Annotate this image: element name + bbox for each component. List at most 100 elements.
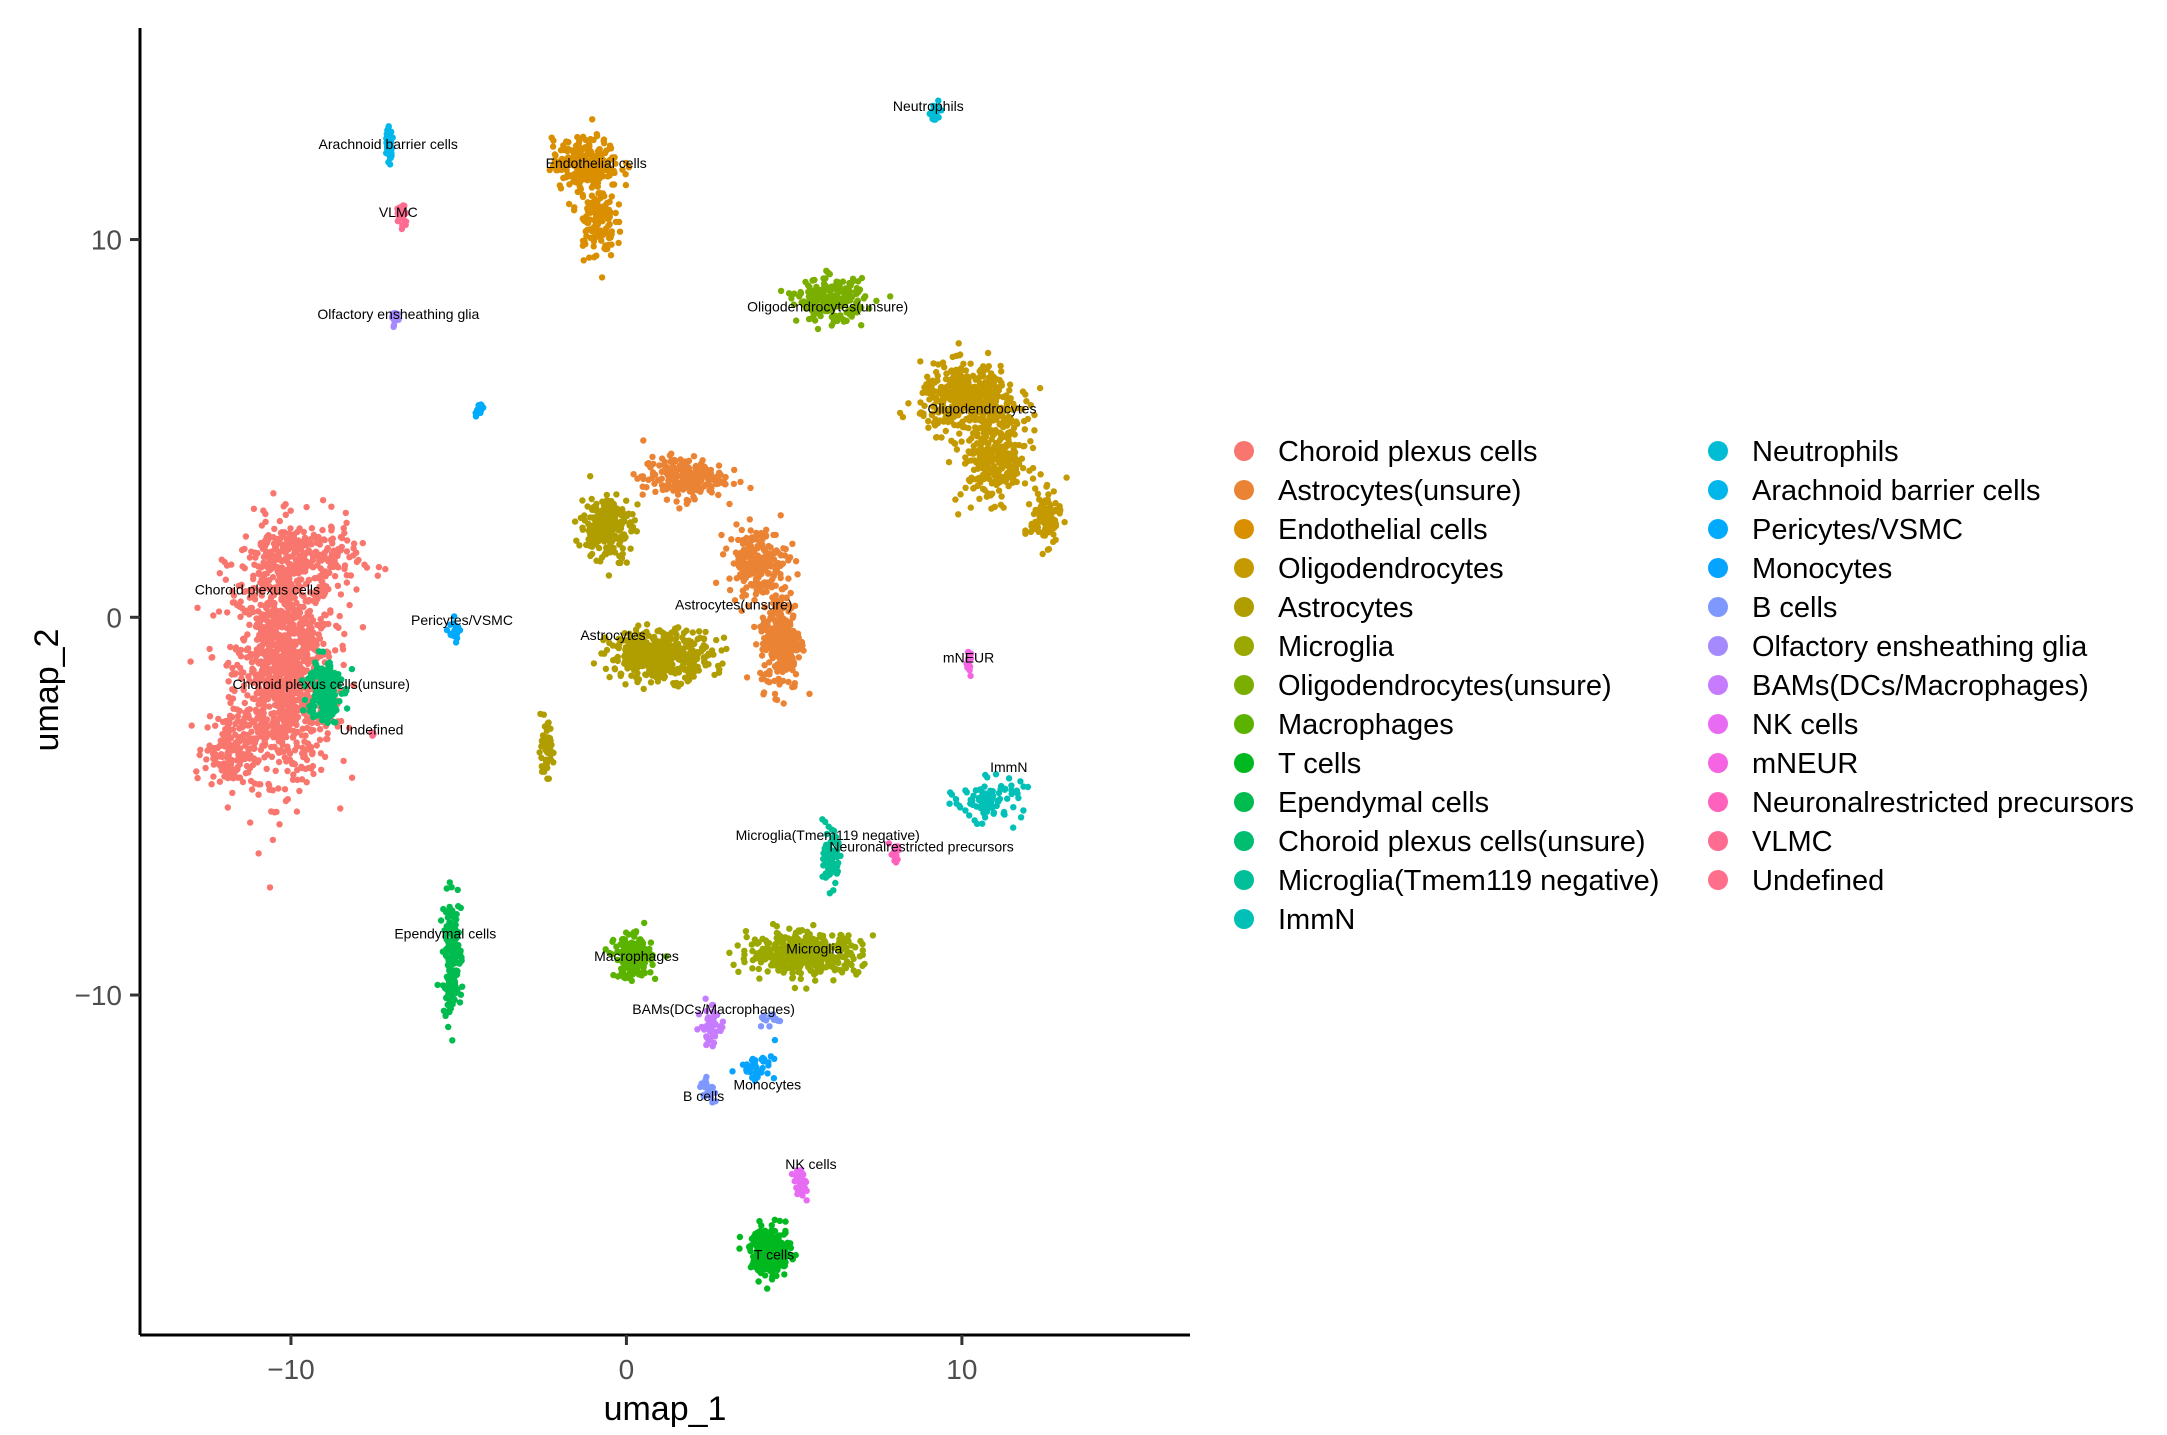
data-point <box>1012 468 1019 475</box>
data-point <box>590 660 598 667</box>
data-point <box>650 633 658 641</box>
data-point <box>618 936 626 943</box>
data-point <box>930 360 937 367</box>
data-point <box>251 745 258 752</box>
data-point <box>241 714 248 722</box>
data-point <box>550 759 557 766</box>
data-point <box>251 740 258 747</box>
data-point <box>542 741 549 748</box>
data-point <box>382 565 389 573</box>
data-point <box>614 526 622 533</box>
data-point <box>297 558 305 565</box>
data-point <box>674 486 682 493</box>
data-point <box>359 539 366 547</box>
data-point <box>951 439 958 447</box>
data-point <box>701 482 708 490</box>
data-point <box>605 206 612 213</box>
data-point <box>609 938 616 945</box>
data-point <box>255 850 262 857</box>
data-point <box>350 681 357 689</box>
data-point <box>998 382 1006 389</box>
data-point <box>762 566 769 574</box>
data-point <box>564 145 572 152</box>
data-point <box>988 505 995 512</box>
data-point <box>998 368 1005 375</box>
data-point <box>225 719 233 726</box>
data-point <box>590 177 597 184</box>
data-point <box>281 632 288 639</box>
data-point <box>335 624 342 631</box>
data-point <box>775 611 782 618</box>
data-point <box>766 669 773 676</box>
data-point <box>745 602 752 609</box>
data-point <box>731 597 739 604</box>
data-point <box>228 756 235 764</box>
data-point <box>679 634 686 641</box>
data-point <box>738 526 745 534</box>
data-point <box>251 592 258 599</box>
data-point <box>785 678 792 686</box>
data-point <box>581 217 588 225</box>
data-point <box>771 616 778 623</box>
data-point <box>1056 503 1063 510</box>
data-point <box>607 541 614 548</box>
data-point <box>541 723 549 730</box>
data-point <box>741 951 748 958</box>
data-point <box>687 651 694 658</box>
data-point <box>577 514 584 522</box>
data-point <box>978 454 985 461</box>
data-point <box>773 663 780 670</box>
data-point <box>829 284 836 291</box>
data-point <box>833 278 840 285</box>
data-point <box>232 731 239 738</box>
data-point <box>617 670 624 677</box>
data-point <box>769 650 776 658</box>
data-point <box>277 663 284 671</box>
data-point <box>245 746 252 754</box>
data-point <box>346 724 353 732</box>
data-point <box>634 475 641 482</box>
data-point <box>1027 438 1034 445</box>
data-point <box>661 461 668 469</box>
data-point <box>769 576 776 583</box>
data-point <box>747 555 755 562</box>
data-point <box>602 242 609 249</box>
data-point <box>319 568 326 575</box>
data-point <box>556 182 563 189</box>
data-point <box>931 420 938 428</box>
data-point <box>251 780 258 787</box>
data-point <box>588 226 595 233</box>
data-point <box>988 446 996 453</box>
data-point <box>641 969 649 977</box>
data-point <box>275 548 282 556</box>
data-point <box>244 706 251 714</box>
data-point <box>810 287 818 294</box>
data-point <box>746 516 753 523</box>
data-point <box>639 473 647 480</box>
data-point <box>980 475 988 483</box>
data-point <box>275 749 283 756</box>
data-point <box>283 595 290 602</box>
data-point <box>720 634 728 641</box>
data-point <box>291 671 298 679</box>
data-point <box>307 726 314 733</box>
data-point <box>550 137 557 144</box>
data-point <box>343 579 351 586</box>
data-point <box>350 545 357 552</box>
data-point <box>1013 478 1020 486</box>
data-point <box>777 620 785 628</box>
data-point <box>261 754 268 761</box>
data-point <box>770 556 778 563</box>
data-point <box>258 576 265 583</box>
data-point <box>697 488 704 495</box>
data-point <box>300 753 307 761</box>
data-point <box>598 274 606 281</box>
data-point <box>859 941 866 948</box>
data-point <box>268 548 275 555</box>
data-point <box>965 381 972 388</box>
data-point <box>313 587 320 594</box>
data-point <box>772 531 779 539</box>
data-point <box>965 375 972 383</box>
data-point <box>797 970 804 977</box>
data-point <box>613 491 620 498</box>
